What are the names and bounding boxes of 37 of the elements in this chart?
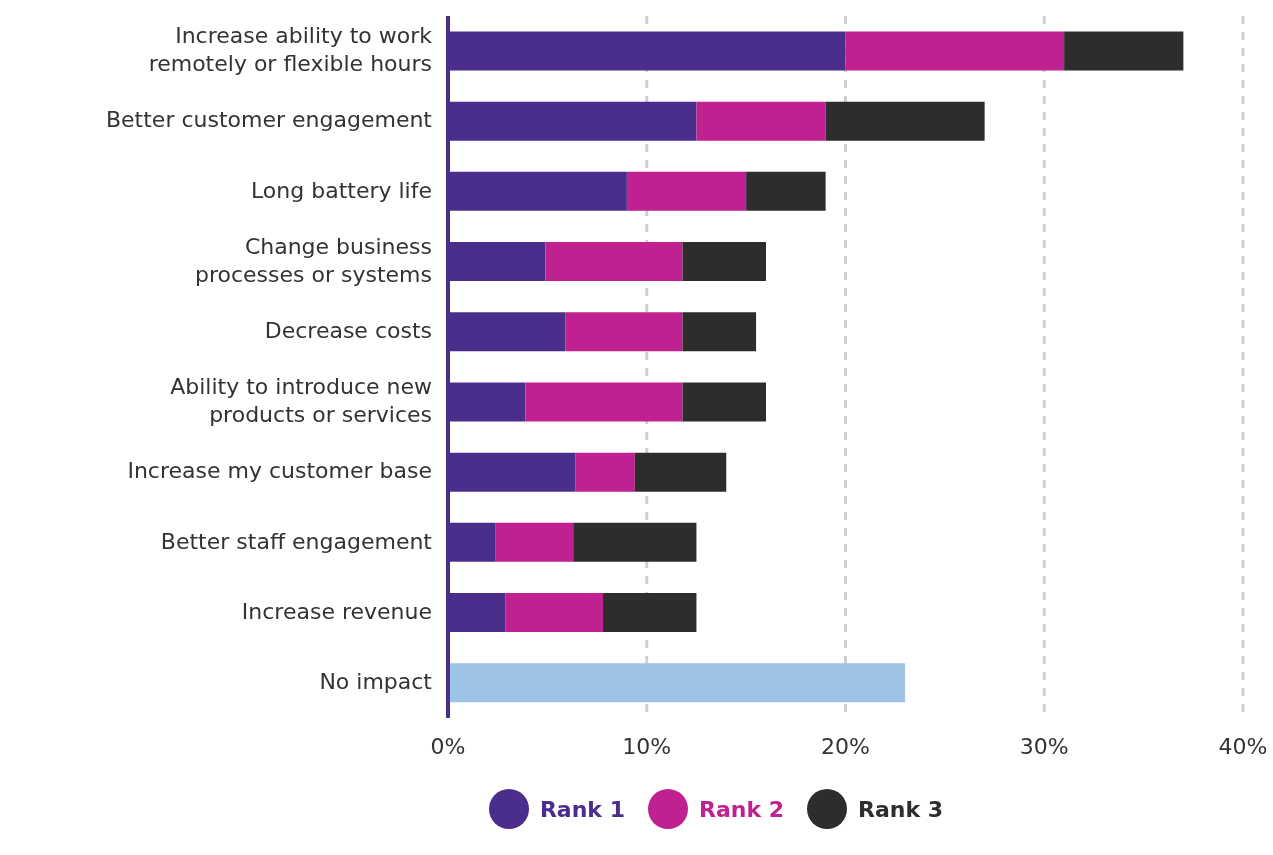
y-tick-label: Better customer engagement	[105, 107, 433, 133]
x-tick-label: 30%	[1019, 733, 1069, 759]
y-tick-label: Long battery life	[250, 177, 432, 203]
y-tick-label: No impact	[319, 668, 433, 694]
y-tick-label: Increase revenue	[241, 598, 432, 624]
bar	[573, 522, 697, 562]
legend-label: Rank 3	[858, 796, 944, 822]
bar	[525, 382, 683, 422]
bar	[682, 242, 766, 282]
legend-label: Rank 1	[539, 796, 625, 822]
bar	[634, 452, 727, 492]
x-tick-label: 10%	[622, 733, 672, 759]
bar	[682, 382, 766, 422]
bar	[1064, 31, 1184, 71]
bar	[565, 312, 683, 352]
y-tick-label: Change business processes or systems	[194, 233, 432, 287]
bar	[626, 171, 747, 211]
bar	[603, 593, 697, 633]
bar	[575, 452, 635, 492]
x-tick-label: 20%	[821, 733, 870, 759]
bar	[448, 663, 906, 703]
bar	[696, 101, 826, 141]
legend-label: Rank 2	[698, 796, 785, 822]
bar	[505, 593, 604, 633]
x-tick-label: 40%	[1218, 733, 1268, 759]
bar	[825, 101, 985, 141]
y-tick-label: Increase ability to work remotely or flexible hours	[148, 23, 433, 77]
y-tick-label: Better staff engagement	[160, 528, 433, 554]
bar	[682, 312, 757, 352]
bar	[545, 242, 683, 282]
y-tick-label: Ability to introduce new products or services	[170, 374, 432, 428]
bar	[495, 522, 574, 562]
x-tick-label: 0%	[430, 733, 466, 759]
bar	[845, 31, 1065, 71]
y-tick-label: Decrease costs	[264, 317, 432, 343]
bar	[746, 171, 826, 211]
y-tick-label: Increase my customer base	[127, 458, 432, 484]
